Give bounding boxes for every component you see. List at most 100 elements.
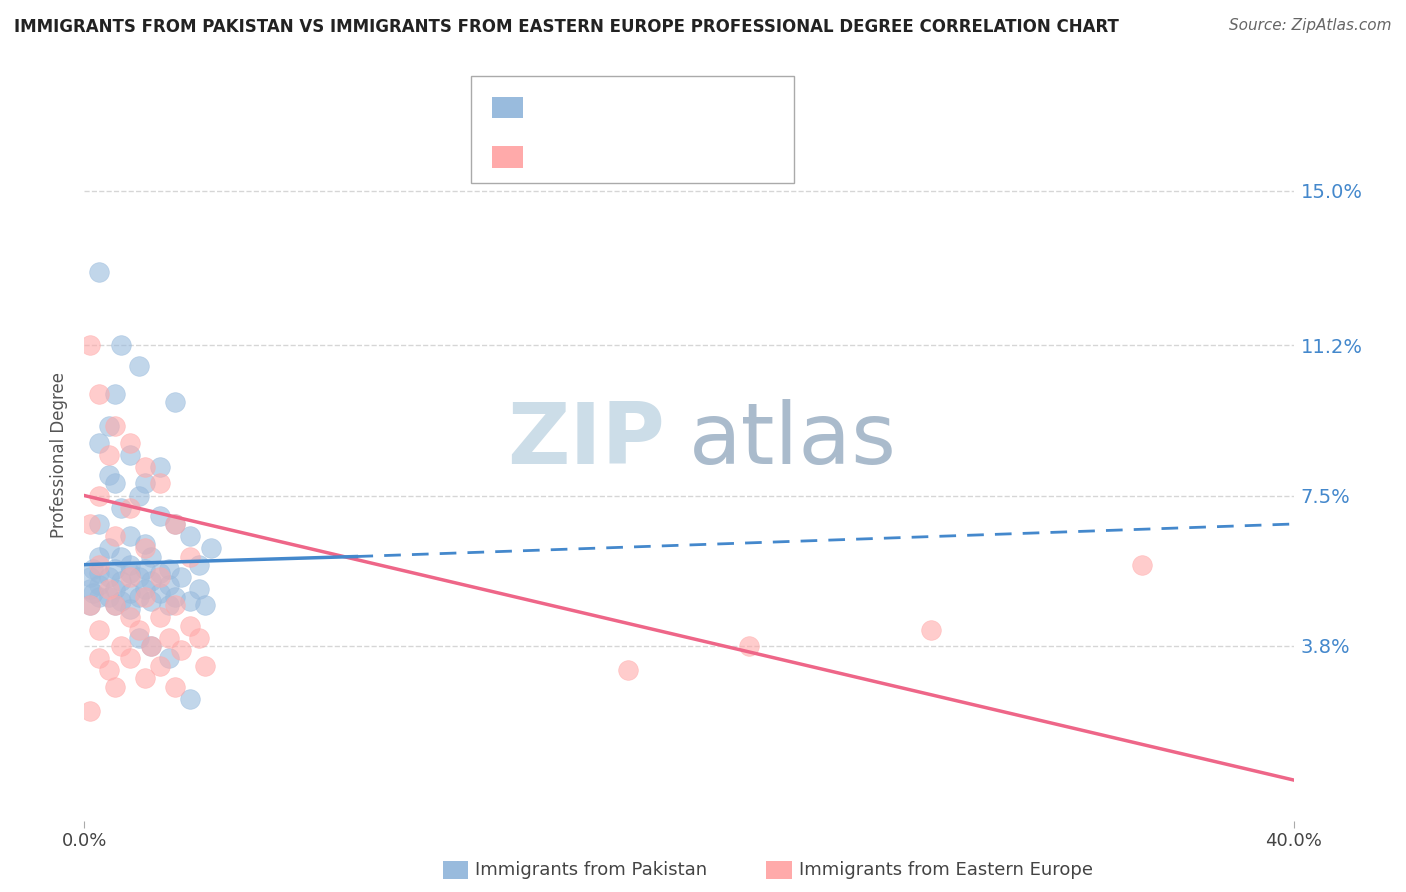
Point	[128, 590, 150, 604]
Point	[79, 599, 101, 613]
Point	[128, 359, 150, 373]
Point	[110, 574, 132, 588]
Point	[149, 570, 172, 584]
Point	[139, 549, 162, 564]
Point	[139, 574, 162, 588]
Point	[128, 623, 150, 637]
Point	[79, 704, 101, 718]
Point	[89, 651, 111, 665]
Point	[149, 586, 172, 600]
Point	[134, 537, 156, 551]
Point	[149, 566, 172, 580]
Point	[194, 659, 217, 673]
Point	[157, 631, 180, 645]
Point	[97, 582, 120, 596]
Point	[118, 586, 141, 600]
Point	[89, 549, 111, 564]
Text: -0.426: -0.426	[574, 148, 631, 166]
Point	[134, 590, 156, 604]
Point	[194, 599, 217, 613]
Point	[89, 265, 111, 279]
Point	[179, 594, 201, 608]
Point	[97, 590, 120, 604]
Point	[165, 599, 187, 613]
Text: N =: N =	[654, 99, 693, 117]
Point	[188, 558, 211, 572]
Point	[97, 541, 120, 556]
Point	[89, 387, 111, 401]
Point	[118, 570, 141, 584]
Point	[118, 610, 141, 624]
Point	[104, 582, 127, 596]
Point	[149, 460, 172, 475]
Point	[134, 562, 156, 576]
Point	[128, 570, 150, 584]
Point	[82, 562, 104, 576]
Point	[118, 602, 141, 616]
Point	[97, 468, 120, 483]
Text: 0.025: 0.025	[574, 99, 631, 117]
Point	[157, 599, 180, 613]
Point	[110, 338, 132, 352]
Point	[157, 562, 180, 576]
Point	[920, 623, 942, 637]
Point	[79, 570, 101, 584]
Text: IMMIGRANTS FROM PAKISTAN VS IMMIGRANTS FROM EASTERN EUROPE PROFESSIONAL DEGREE C: IMMIGRANTS FROM PAKISTAN VS IMMIGRANTS F…	[14, 18, 1119, 36]
Point	[165, 395, 187, 409]
Point	[139, 639, 162, 653]
Point	[157, 651, 180, 665]
Point	[97, 419, 120, 434]
Point	[79, 599, 101, 613]
Point	[165, 516, 187, 531]
Point	[139, 639, 162, 653]
Point	[104, 529, 127, 543]
Text: Immigrants from Eastern Europe: Immigrants from Eastern Europe	[799, 861, 1092, 879]
Point	[104, 680, 127, 694]
Point	[118, 529, 141, 543]
Point	[110, 639, 132, 653]
Point	[165, 516, 187, 531]
Point	[118, 435, 141, 450]
Point	[79, 582, 101, 596]
Point	[104, 599, 127, 613]
Point	[188, 582, 211, 596]
Point	[170, 643, 193, 657]
Point	[179, 691, 201, 706]
Point	[104, 419, 127, 434]
Point	[738, 639, 761, 653]
Point	[139, 594, 162, 608]
Point	[134, 582, 156, 596]
Point	[179, 549, 201, 564]
Point	[79, 338, 101, 352]
Point	[118, 500, 141, 515]
Text: Immigrants from Pakistan: Immigrants from Pakistan	[475, 861, 707, 879]
Point	[79, 516, 101, 531]
Point	[89, 516, 111, 531]
Point	[617, 663, 640, 677]
Point	[165, 590, 187, 604]
Point	[149, 508, 172, 523]
Point	[149, 476, 172, 491]
Point	[157, 578, 180, 592]
Point	[89, 578, 111, 592]
Point	[89, 566, 111, 580]
Point	[134, 541, 156, 556]
Point	[118, 651, 141, 665]
Point	[89, 435, 111, 450]
Point	[118, 448, 141, 462]
Point	[134, 672, 156, 686]
Point	[134, 460, 156, 475]
Point	[170, 570, 193, 584]
Point	[110, 594, 132, 608]
Point	[118, 558, 141, 572]
Point	[97, 663, 120, 677]
Point	[82, 586, 104, 600]
Point	[118, 566, 141, 580]
Point	[104, 387, 127, 401]
Point	[134, 476, 156, 491]
Y-axis label: Professional Degree: Professional Degree	[51, 372, 69, 538]
Text: 45: 45	[693, 148, 716, 166]
Text: R =: R =	[531, 99, 571, 117]
Point	[89, 623, 111, 637]
Point	[149, 659, 172, 673]
